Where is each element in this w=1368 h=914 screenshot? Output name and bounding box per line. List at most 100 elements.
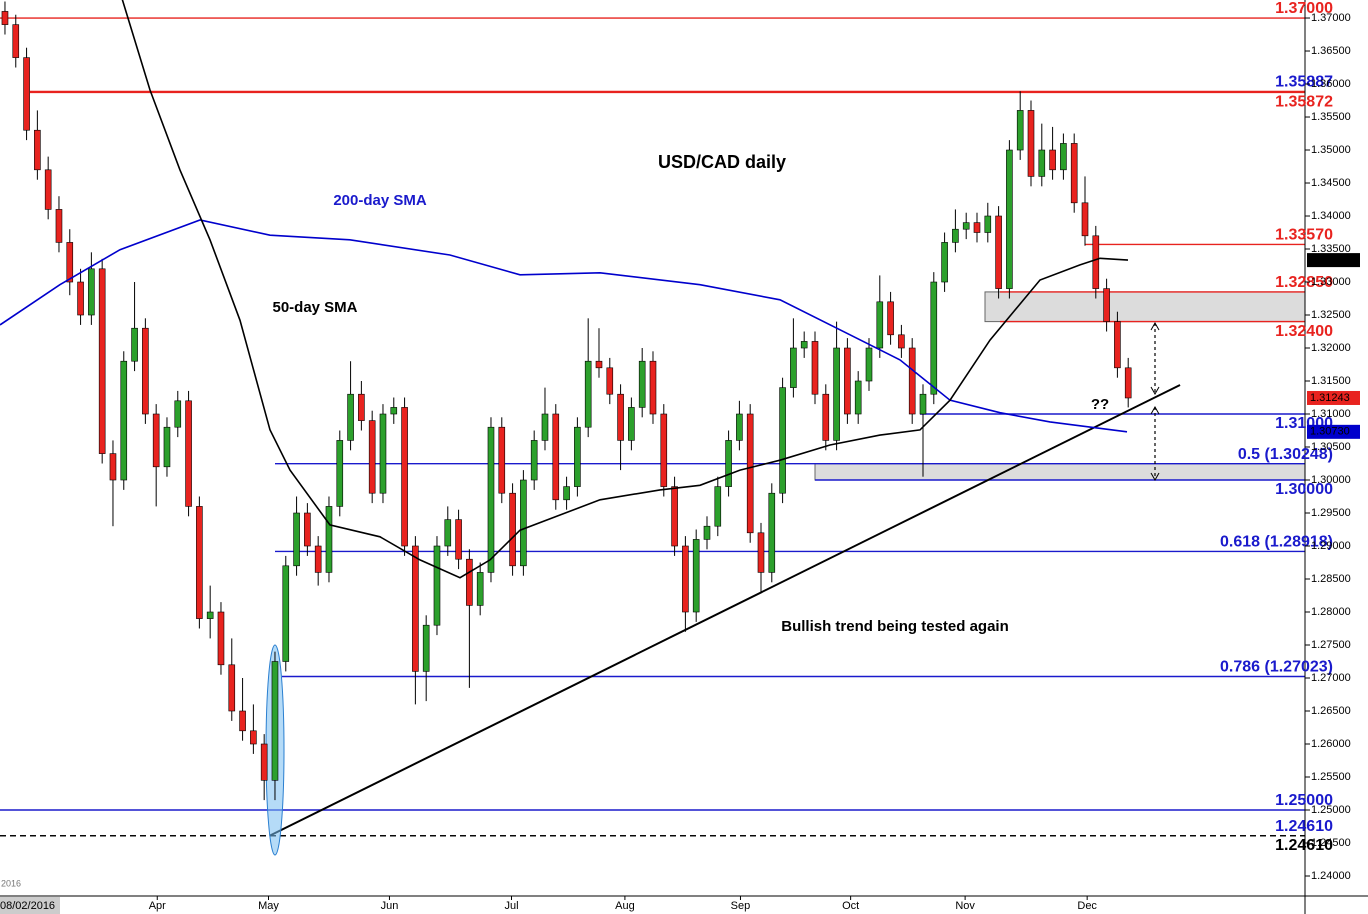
level-label: 1.24610 — [1275, 837, 1333, 854]
sma-line — [0, 219, 1128, 433]
candle-body — [487, 426, 495, 573]
candle-body — [692, 539, 700, 613]
x-tick-label: May — [258, 900, 279, 912]
candle-body — [23, 57, 30, 131]
candle-body — [12, 24, 20, 58]
level-label: 1.35887 — [1275, 74, 1333, 91]
candle-body — [1103, 288, 1110, 322]
candle-body — [1124, 367, 1132, 399]
price-tag-bg — [1307, 253, 1360, 268]
candle-body — [152, 413, 160, 468]
level-label: 1.30000 — [1275, 481, 1333, 498]
candle-body — [88, 268, 95, 316]
x-tick-label: 08/02/2016 — [0, 900, 55, 912]
candle-body — [930, 281, 938, 395]
candle-body — [790, 347, 797, 388]
plot-area — [0, 0, 1305, 856]
candle-body — [552, 413, 560, 501]
candle-body — [584, 360, 592, 428]
candle-body — [196, 506, 203, 619]
candle-body — [34, 129, 41, 171]
y-tick-label: 1.32000 — [1311, 342, 1351, 354]
price-tag-bg — [1307, 390, 1360, 405]
candle-body — [941, 242, 948, 283]
candle-body — [260, 743, 268, 781]
candle-body — [962, 222, 970, 230]
y-tick-label: 1.26500 — [1311, 705, 1351, 717]
y-tick-label: 1.27000 — [1311, 672, 1351, 684]
sma-line — [121, 0, 1129, 579]
candle-body — [973, 222, 981, 233]
candle-body — [142, 327, 149, 415]
x-tick-label-bg — [0, 897, 60, 914]
x-tick-label: Sep — [731, 900, 751, 912]
candle-body — [44, 169, 52, 210]
price-tag: 1.30730 — [1310, 426, 1350, 438]
candle-body — [314, 545, 322, 573]
candle-body — [638, 360, 646, 408]
candle-body — [595, 360, 603, 369]
candle-body — [800, 341, 808, 349]
candle-body — [671, 486, 678, 547]
candle-body — [98, 268, 106, 454]
candle-body — [984, 215, 992, 233]
y-tick-label: 1.24500 — [1311, 837, 1351, 849]
x-tick-label: Aug — [615, 900, 635, 912]
candle-body — [55, 209, 63, 243]
candle-body — [412, 545, 419, 672]
candle-body — [358, 393, 365, 421]
candle-body — [660, 413, 668, 487]
candle-body — [206, 611, 214, 619]
candle-body — [347, 393, 354, 441]
level-label: 0.618 (1.28918) — [1220, 534, 1333, 551]
candle-body — [757, 532, 765, 573]
candle-body — [271, 661, 279, 781]
candle-body — [725, 440, 732, 487]
candle-body — [466, 558, 473, 606]
annotation: ?? — [1091, 396, 1109, 413]
y-tick-label: 1.31500 — [1311, 375, 1351, 387]
candle-body — [293, 512, 300, 567]
candle-body — [174, 400, 182, 428]
y-tick-label: 1.27500 — [1311, 639, 1351, 651]
candle-body — [455, 519, 462, 560]
level-label: 0.786 (1.27023) — [1220, 659, 1333, 676]
y-tick-label: 1.28000 — [1311, 606, 1351, 618]
candle-body — [865, 347, 873, 382]
price-tag-bg — [1307, 424, 1360, 439]
arrow-head — [1150, 386, 1160, 396]
candle-body — [887, 301, 894, 336]
level-label: 1.37000 — [1275, 0, 1333, 17]
candle-body — [433, 545, 441, 626]
candle-body — [476, 572, 484, 606]
candle-body — [379, 413, 387, 494]
candle-body — [768, 492, 776, 573]
candle-body — [682, 545, 689, 613]
candle-body — [995, 215, 1002, 289]
candle-body — [530, 440, 538, 481]
candle-body — [217, 611, 225, 666]
candle-body — [952, 228, 959, 243]
candle-body — [509, 492, 516, 567]
candle-body — [336, 440, 344, 507]
candle-body — [779, 387, 786, 494]
y-tick-label: 1.36000 — [1311, 78, 1351, 90]
candle-body — [422, 624, 430, 672]
candle-body — [304, 512, 311, 547]
y-tick-label: 1.34500 — [1311, 177, 1351, 189]
level-label: 0.5 (1.30248) — [1238, 446, 1333, 463]
candle-body — [1114, 321, 1121, 369]
candle-body — [898, 334, 905, 349]
y-tick-label: 1.33500 — [1311, 243, 1351, 255]
x-tick-label: Apr — [149, 900, 166, 912]
candle-body — [1049, 149, 1056, 171]
candle-body — [368, 420, 376, 494]
candle-body — [498, 426, 506, 494]
candle-body — [325, 506, 333, 573]
x-tick-label: Jul — [504, 900, 518, 912]
arrow-head — [1150, 472, 1160, 482]
x-tick-label: Dec — [1077, 900, 1097, 912]
candle-body — [185, 400, 192, 507]
candle-body — [1038, 149, 1046, 177]
